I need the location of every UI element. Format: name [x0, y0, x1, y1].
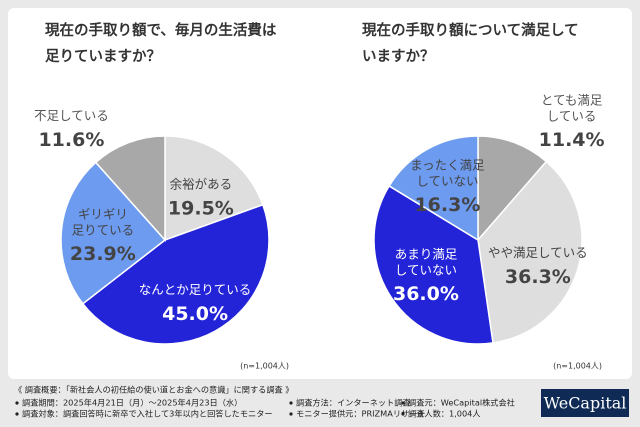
pie-slice [81, 203, 270, 345]
bullet [289, 401, 293, 405]
logo-box [541, 389, 629, 417]
footer-item: 調査人数：1,004人 [408, 409, 481, 419]
slice-value: 11.6% [38, 129, 104, 151]
slice-value: 16.3% [414, 194, 480, 216]
pie-slice [477, 160, 583, 344]
chart-title: 現在の手取り額で、毎月の生活費は [45, 21, 277, 39]
slice-value: 23.9% [70, 243, 136, 265]
footer: 《 調査概要：「新社会人の初任給の使い道とお金への意識」に関する調査 》 調査期… [14, 385, 515, 419]
pie-slice [388, 135, 479, 242]
pie-slice [60, 161, 167, 305]
slice-value: 11.4% [539, 129, 605, 151]
slice-value: 36.0% [393, 283, 459, 305]
slice-label: あまり満足していない [395, 246, 458, 277]
slice-label: 余裕がある [170, 176, 233, 191]
slice-label: まったく満足していない [410, 157, 485, 188]
footer-item: 調査期間：2025年4月21日（月）〜2025年4月23日（水） [22, 398, 242, 408]
slice-label: やや満足している [488, 245, 588, 260]
bullet [401, 401, 405, 405]
pie-slice [164, 135, 264, 242]
chart-title: いますか？ [362, 48, 435, 65]
slice-label: 不足している [34, 108, 109, 123]
sample-note: (n=1,004人) [240, 362, 289, 371]
footer-item: 調査対象：調査回答時に新卒で入社して3年以内と回答したモニター [22, 409, 273, 419]
slice-label: とても満足している [541, 92, 603, 123]
footer-item: 調査元：WeCapital株式会社 [408, 398, 515, 408]
footer-item: 調査方法：インターネット調査 [296, 398, 411, 408]
slice-label: なんとか足りている [139, 282, 252, 297]
slice-value: 36.3% [505, 266, 571, 288]
footer-heading: 《 調査概要：「新社会人の初任給の使い道とお金への意識」に関する調査 》 [14, 385, 293, 395]
sample-note: (n=1,004人) [553, 362, 602, 371]
footer-item: モニター提供元：PRIZMAリサーチ [296, 409, 426, 419]
bullet [401, 412, 405, 416]
pie-slice [477, 135, 548, 243]
bullet [15, 401, 19, 405]
chart-title: 足りていますか？ [45, 48, 161, 65]
pie-slice [94, 135, 166, 242]
pie-slice [373, 184, 494, 345]
bullet [15, 412, 19, 416]
logo: WeCapital [544, 394, 627, 413]
bullet [289, 412, 293, 416]
slice-label: ギリギリ足りている [72, 206, 135, 237]
slice-value: 45.0% [162, 303, 228, 325]
slice-value: 19.5% [168, 197, 234, 219]
chart-title: 現在の手取り額について満足して [362, 21, 579, 39]
